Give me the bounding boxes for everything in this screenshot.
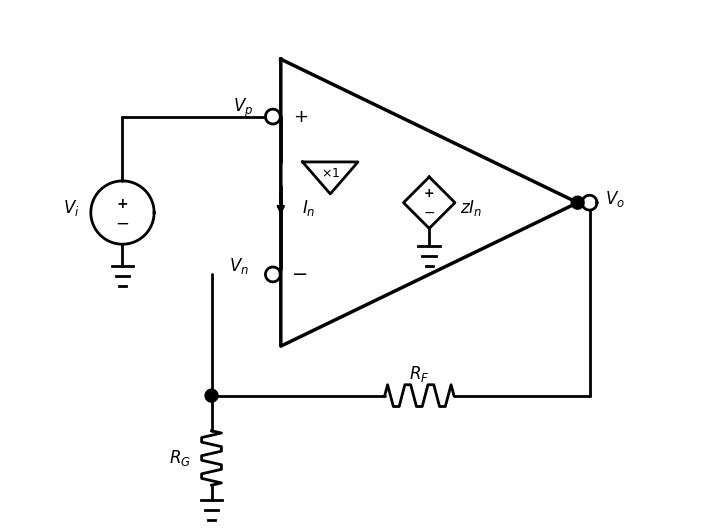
Polygon shape (303, 162, 358, 194)
Polygon shape (205, 389, 218, 402)
Polygon shape (571, 196, 584, 209)
Polygon shape (266, 109, 281, 124)
Text: −: − (115, 214, 130, 232)
Text: $V_p$: $V_p$ (233, 97, 253, 120)
Text: −: − (293, 265, 309, 284)
Text: $R_G$: $R_G$ (169, 448, 191, 468)
Text: +: + (117, 197, 128, 211)
Text: $V_n$: $V_n$ (229, 256, 249, 277)
Text: $zI_n$: $zI_n$ (460, 197, 482, 218)
Polygon shape (281, 59, 577, 346)
Polygon shape (91, 181, 154, 244)
Polygon shape (582, 195, 597, 210)
Text: $V_i$: $V_i$ (63, 197, 79, 218)
Text: +: + (424, 187, 434, 200)
Text: $I_n$: $I_n$ (302, 198, 315, 218)
Polygon shape (404, 177, 455, 228)
Text: $R_F$: $R_F$ (409, 364, 429, 384)
Text: −: − (424, 205, 435, 220)
Polygon shape (266, 267, 281, 282)
Text: $\times$1: $\times$1 (320, 168, 340, 180)
Text: +: + (293, 107, 308, 126)
Text: $V_o$: $V_o$ (605, 189, 625, 209)
